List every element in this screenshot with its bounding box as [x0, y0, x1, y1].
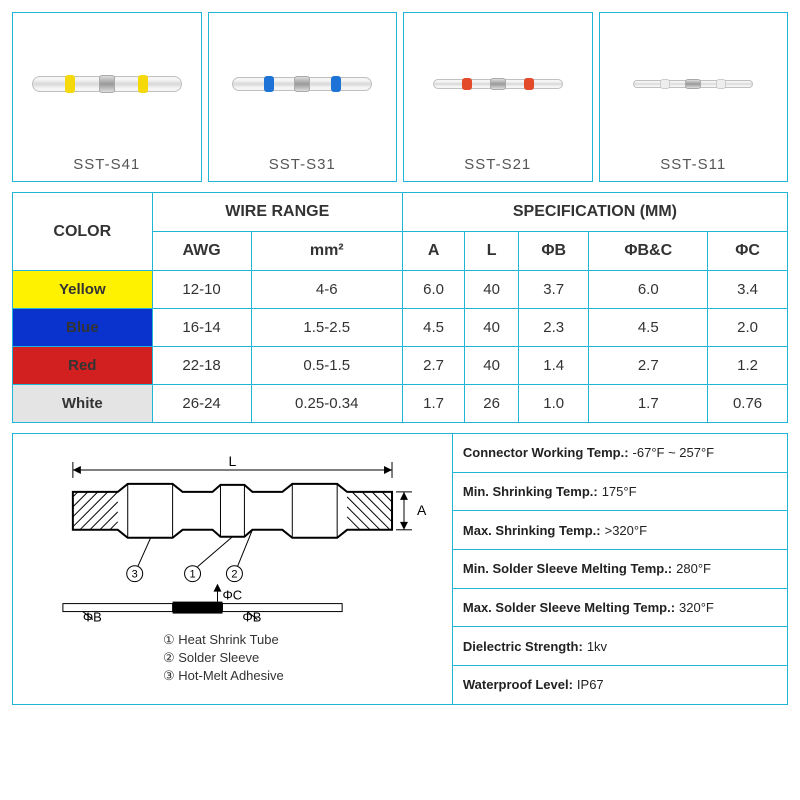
- cell-awg: 16-14: [152, 309, 251, 347]
- spec-label: Waterproof Level:: [463, 677, 573, 692]
- hdr-a: A: [402, 232, 464, 271]
- cell-A: 1.7: [402, 385, 464, 423]
- spec-table: COLOR WIRE RANGE SPECIFICATION (MM) AWG …: [12, 192, 788, 423]
- cell-phiB: 2.3: [518, 309, 588, 347]
- cell-phiB: 1.0: [518, 385, 588, 423]
- product-label: SST-S41: [73, 156, 140, 173]
- cell-mm2: 1.5-2.5: [251, 309, 402, 347]
- svg-text:ΦC: ΦC: [222, 588, 242, 603]
- cell-phiC: 1.2: [708, 347, 788, 385]
- spec-label: Min. Solder Sleeve Melting Temp.:: [463, 561, 672, 576]
- cell-phiBC: 6.0: [589, 271, 708, 309]
- spec-label: Min. Shrinking Temp.:: [463, 484, 598, 499]
- svg-text:2: 2: [231, 569, 237, 581]
- cell-A: 6.0: [402, 271, 464, 309]
- svg-text:L: L: [229, 453, 237, 469]
- bottom-section: L A: [12, 433, 788, 705]
- hdr-awg: AWG: [152, 232, 251, 271]
- spec-value: 175°F: [602, 484, 637, 499]
- hdr-phibc: ΦB&C: [589, 232, 708, 271]
- cell-L: 40: [465, 271, 519, 309]
- hdr-mm2: mm²: [251, 232, 402, 271]
- diagram-panel: L A: [13, 434, 452, 704]
- svg-text:3: 3: [132, 569, 138, 581]
- cell-phiBC: 4.5: [589, 309, 708, 347]
- spec-item: Max. Solder Sleeve Melting Temp.: 320°F: [452, 589, 787, 628]
- spec-item: Connector Working Temp.: -67°F ~ 257°F: [452, 434, 787, 473]
- legend-1: ① Heat Shrink Tube: [163, 632, 284, 648]
- cell-phiC: 2.0: [708, 309, 788, 347]
- legend-2: ② Solder Sleeve: [163, 650, 284, 666]
- cell-L: 40: [465, 347, 519, 385]
- color-cell: Red: [13, 347, 153, 385]
- cell-awg: 26-24: [152, 385, 251, 423]
- product-label: SST-S31: [269, 156, 336, 173]
- specs-list: Connector Working Temp.: -67°F ~ 257°FMi…: [452, 434, 787, 704]
- color-cell: Yellow: [13, 271, 153, 309]
- svg-text:A: A: [417, 502, 427, 518]
- spec-label: Dielectric Strength:: [463, 639, 583, 654]
- spec-item: Waterproof Level: IP67: [452, 666, 787, 704]
- color-cell: White: [13, 385, 153, 423]
- spec-value: 1kv: [587, 639, 607, 654]
- cell-phiB: 1.4: [518, 347, 588, 385]
- spec-label: Connector Working Temp.:: [463, 445, 629, 460]
- hdr-specification: SPECIFICATION (MM): [402, 193, 787, 232]
- cell-phiBC: 2.7: [589, 347, 708, 385]
- spec-label: Max. Solder Sleeve Melting Temp.:: [463, 600, 675, 615]
- cell-mm2: 0.5-1.5: [251, 347, 402, 385]
- svg-text:1: 1: [189, 569, 195, 581]
- product-row: SST-S41 SST-S31 SST-S21 SST-S11: [12, 12, 788, 182]
- cell-A: 4.5: [402, 309, 464, 347]
- product-card: SST-S21: [403, 12, 593, 182]
- legend-3: ③ Hot-Melt Adhesive: [163, 668, 284, 684]
- diagram-legend: ① Heat Shrink Tube ② Solder Sleeve ③ Hot…: [23, 630, 284, 686]
- spec-label: Max. Shrinking Temp.:: [463, 523, 601, 538]
- table-row: White26-240.25-0.341.7261.01.70.76: [13, 385, 788, 423]
- spec-value: >320°F: [605, 523, 647, 538]
- product-card: SST-S41: [12, 12, 202, 182]
- spec-item: Dielectric Strength: 1kv: [452, 627, 787, 666]
- cell-A: 2.7: [402, 347, 464, 385]
- spec-value: 320°F: [679, 600, 714, 615]
- hdr-wire-range: WIRE RANGE: [152, 193, 402, 232]
- hdr-color: COLOR: [13, 193, 153, 271]
- hdr-phic: ΦC: [708, 232, 788, 271]
- spec-item: Max. Shrinking Temp.: >320°F: [452, 511, 787, 550]
- spec-value: 280°F: [676, 561, 711, 576]
- product-label: SST-S21: [464, 156, 531, 173]
- spec-item: Min. Solder Sleeve Melting Temp.: 280°F: [452, 550, 787, 589]
- cell-awg: 12-10: [152, 271, 251, 309]
- diagram-svg: L A: [23, 452, 442, 622]
- cell-mm2: 4-6: [251, 271, 402, 309]
- cell-phiB: 3.7: [518, 271, 588, 309]
- color-cell: Blue: [13, 309, 153, 347]
- cell-phiC: 3.4: [708, 271, 788, 309]
- cell-mm2: 0.25-0.34: [251, 385, 402, 423]
- product-card: SST-S11: [599, 12, 789, 182]
- cell-L: 26: [465, 385, 519, 423]
- table-row: Yellow12-104-66.0403.76.03.4: [13, 271, 788, 309]
- cell-phiBC: 1.7: [589, 385, 708, 423]
- table-row: Blue16-141.5-2.54.5402.34.52.0: [13, 309, 788, 347]
- hdr-phib: ΦB: [518, 232, 588, 271]
- spec-value: -67°F ~ 257°F: [633, 445, 715, 460]
- hdr-l: L: [465, 232, 519, 271]
- spec-value: IP67: [577, 677, 604, 692]
- product-label: SST-S11: [660, 156, 726, 173]
- cell-phiC: 0.76: [708, 385, 788, 423]
- cell-L: 40: [465, 309, 519, 347]
- cell-awg: 22-18: [152, 347, 251, 385]
- table-row: Red22-180.5-1.52.7401.42.71.2: [13, 347, 788, 385]
- spec-item: Min. Shrinking Temp.: 175°F: [452, 473, 787, 512]
- product-card: SST-S31: [208, 12, 398, 182]
